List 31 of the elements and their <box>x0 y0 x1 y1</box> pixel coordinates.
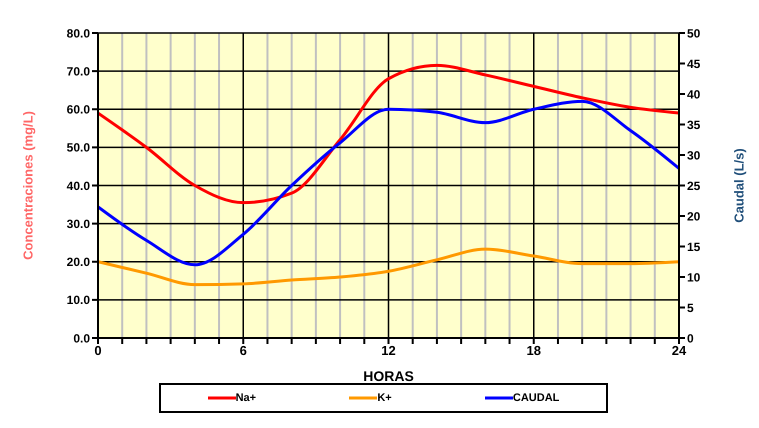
y-axis-title: Concentraciones (mg/L) <box>20 111 36 260</box>
legend-label: K+ <box>377 392 392 404</box>
x-tick-label: 24 <box>672 343 687 358</box>
legend-label: Na+ <box>236 392 256 404</box>
y2-tick-label: 40 <box>687 87 701 102</box>
legend-label: CAUDAL <box>512 392 560 404</box>
y2-tick-label: 20 <box>687 209 701 224</box>
x-tick-label: 0 <box>94 343 102 358</box>
y-tick-label: 10.0 <box>66 293 90 308</box>
y2-tick-label: 30 <box>687 148 701 162</box>
y2-tick-label: 50 <box>687 26 701 40</box>
y2-tick-label: 35 <box>687 118 701 132</box>
y-tick-label: 30.0 <box>66 216 90 231</box>
y-tick-label: 50.0 <box>66 140 90 155</box>
y-tick-label: 40.0 <box>66 178 90 193</box>
y2-tick-label: 15 <box>687 240 701 254</box>
y-tick-label: 0.0 <box>73 331 90 346</box>
y-tick-label: 60.0 <box>66 102 90 117</box>
y2-tick-label: 45 <box>687 56 701 71</box>
x-tick-label: 18 <box>526 343 541 358</box>
y-tick-label: 70.0 <box>66 64 90 78</box>
y2-tick-label: 25 <box>687 178 701 193</box>
y2-tick-label: 10 <box>687 270 701 284</box>
x-axis-title: HORAS <box>363 368 414 384</box>
y-tick-label: 20.0 <box>66 255 90 270</box>
x-tick-label: 6 <box>240 343 247 358</box>
y2-tick-label: 5 <box>687 300 694 315</box>
y2-axis-title: Caudal (L/s) <box>732 148 747 223</box>
y2-tick-label: 0 <box>687 331 694 346</box>
x-tick-label: 12 <box>381 343 396 358</box>
y-tick-label: 80.0 <box>66 26 90 40</box>
